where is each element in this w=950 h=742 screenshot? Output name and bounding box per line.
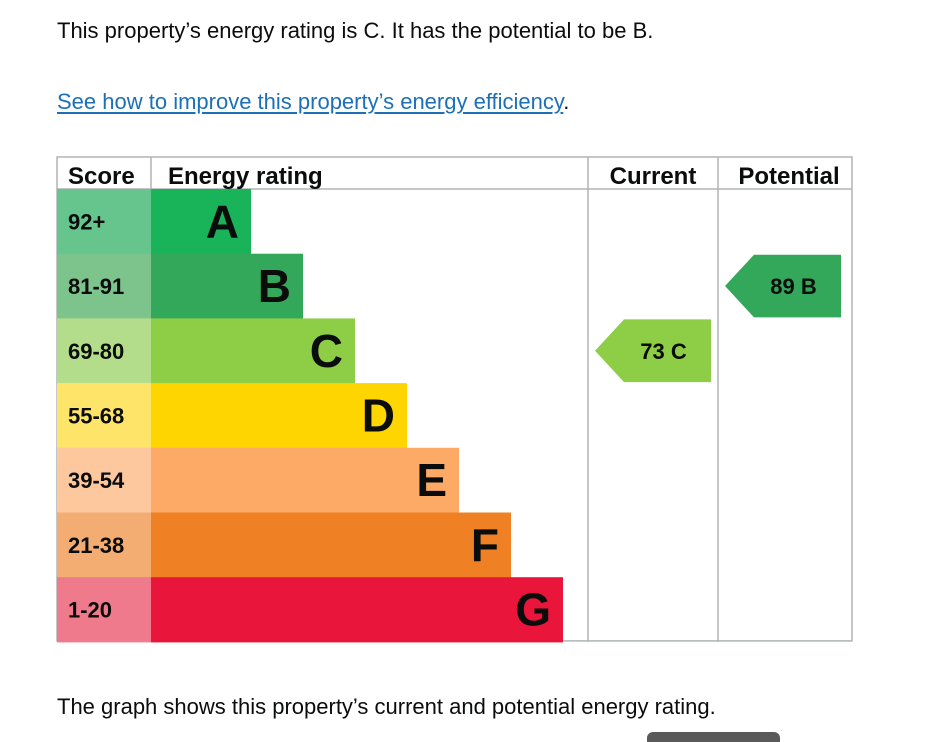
score-range-label: 55-68 — [68, 403, 124, 428]
rating-letter: G — [515, 584, 551, 636]
score-cell-f — [57, 512, 151, 578]
improve-efficiency-link[interactable]: See how to improve this property’s energ… — [57, 89, 564, 114]
rating-letter: C — [310, 325, 343, 377]
score-range-label: 21-38 — [68, 533, 124, 558]
score-cell-a — [57, 189, 151, 255]
rating-bar-b — [151, 253, 303, 319]
score-range-label: 1-20 — [68, 598, 112, 623]
bottom-tab[interactable] — [647, 732, 780, 742]
current-rating-marker-label: 73 C — [640, 339, 687, 364]
band-row-f: 21-38 F — [57, 512, 511, 578]
rating-bar-e — [151, 447, 459, 513]
band-row-e: 39-54 E — [57, 447, 459, 513]
rating-bar-c — [151, 318, 355, 384]
link-suffix: . — [563, 89, 570, 114]
band-row-c: 69-80 C — [57, 318, 355, 384]
rating-bar-g — [151, 577, 563, 643]
column-header-energy-rating: Energy rating — [168, 163, 323, 190]
band-row-g: 1-20 G — [57, 577, 563, 643]
rating-bar-a — [151, 189, 251, 255]
chart-header: Score Energy rating Current Potential — [68, 163, 840, 190]
column-header-potential: Potential — [738, 163, 839, 190]
rating-letter: A — [206, 195, 239, 247]
score-range-label: 81-91 — [68, 274, 124, 299]
score-cell-b — [57, 253, 151, 319]
rating-bar-d — [151, 383, 407, 449]
rating-markers: 73 C 89 B — [595, 254, 841, 383]
rating-letter: E — [416, 454, 447, 506]
rating-bar-f — [151, 512, 511, 578]
potential-rating-marker: 89 B — [725, 254, 841, 318]
rating-letter: B — [258, 260, 291, 312]
band-row-d: 55-68 D — [57, 383, 407, 449]
current-rating-marker: 73 C — [595, 319, 711, 383]
potential-rating-marker-arrow — [725, 254, 841, 318]
rating-letter: F — [471, 519, 499, 571]
current-rating-marker-arrow — [595, 319, 711, 383]
score-cell-d — [57, 383, 151, 449]
band-row-a: 92+ A — [57, 189, 251, 255]
score-range-label: 69-80 — [68, 339, 124, 364]
column-header-score: Score — [68, 163, 135, 190]
score-cell-c — [57, 318, 151, 384]
rating-bands: 92+ A 81-91 B 69-80 C 55-68 D 39-54 E 21-38 F 1-20 G — [57, 189, 563, 643]
energy-rating-chart: Score Energy rating Current Potential 92… — [56, 156, 853, 643]
score-cell-g — [57, 577, 151, 643]
potential-rating-marker-label: 89 B — [770, 274, 816, 299]
rating-summary: This property’s energy rating is C. It h… — [57, 18, 654, 43]
improve-link-line: See how to improve this property’s energ… — [57, 87, 569, 117]
chart-description: The graph shows this property’s current … — [57, 694, 716, 719]
rating-letter: D — [362, 389, 395, 441]
band-row-b: 81-91 B — [57, 253, 303, 319]
score-cell-e — [57, 447, 151, 513]
score-range-label: 92+ — [68, 209, 105, 234]
column-header-current: Current — [610, 163, 697, 190]
score-range-label: 39-54 — [68, 468, 125, 493]
